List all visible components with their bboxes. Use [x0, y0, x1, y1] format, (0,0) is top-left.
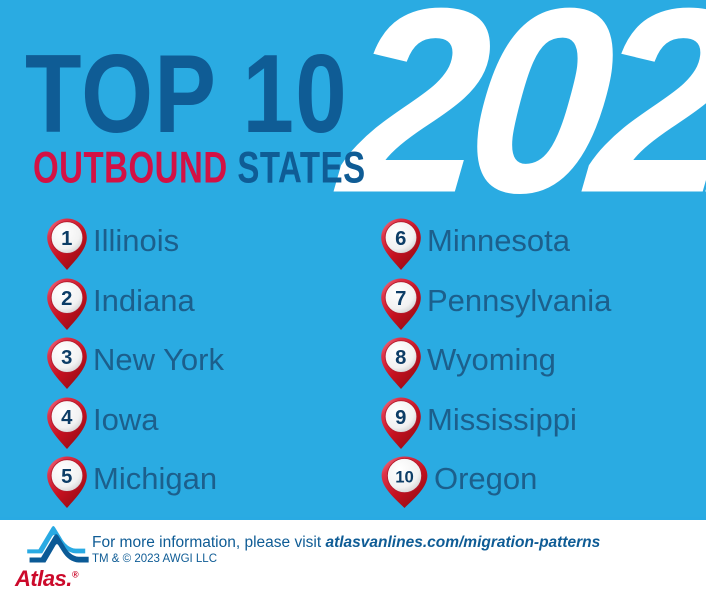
- svg-text:5: 5: [61, 466, 72, 488]
- svg-text:4: 4: [61, 406, 73, 428]
- svg-text:9: 9: [395, 406, 406, 428]
- svg-text:1: 1: [61, 228, 72, 250]
- svg-text:2: 2: [61, 287, 72, 309]
- svg-text:6: 6: [395, 228, 406, 250]
- svg-text:8: 8: [395, 347, 406, 369]
- svg-text:3: 3: [61, 347, 72, 369]
- svg-text:10: 10: [395, 467, 414, 486]
- svg-text:7: 7: [395, 287, 406, 309]
